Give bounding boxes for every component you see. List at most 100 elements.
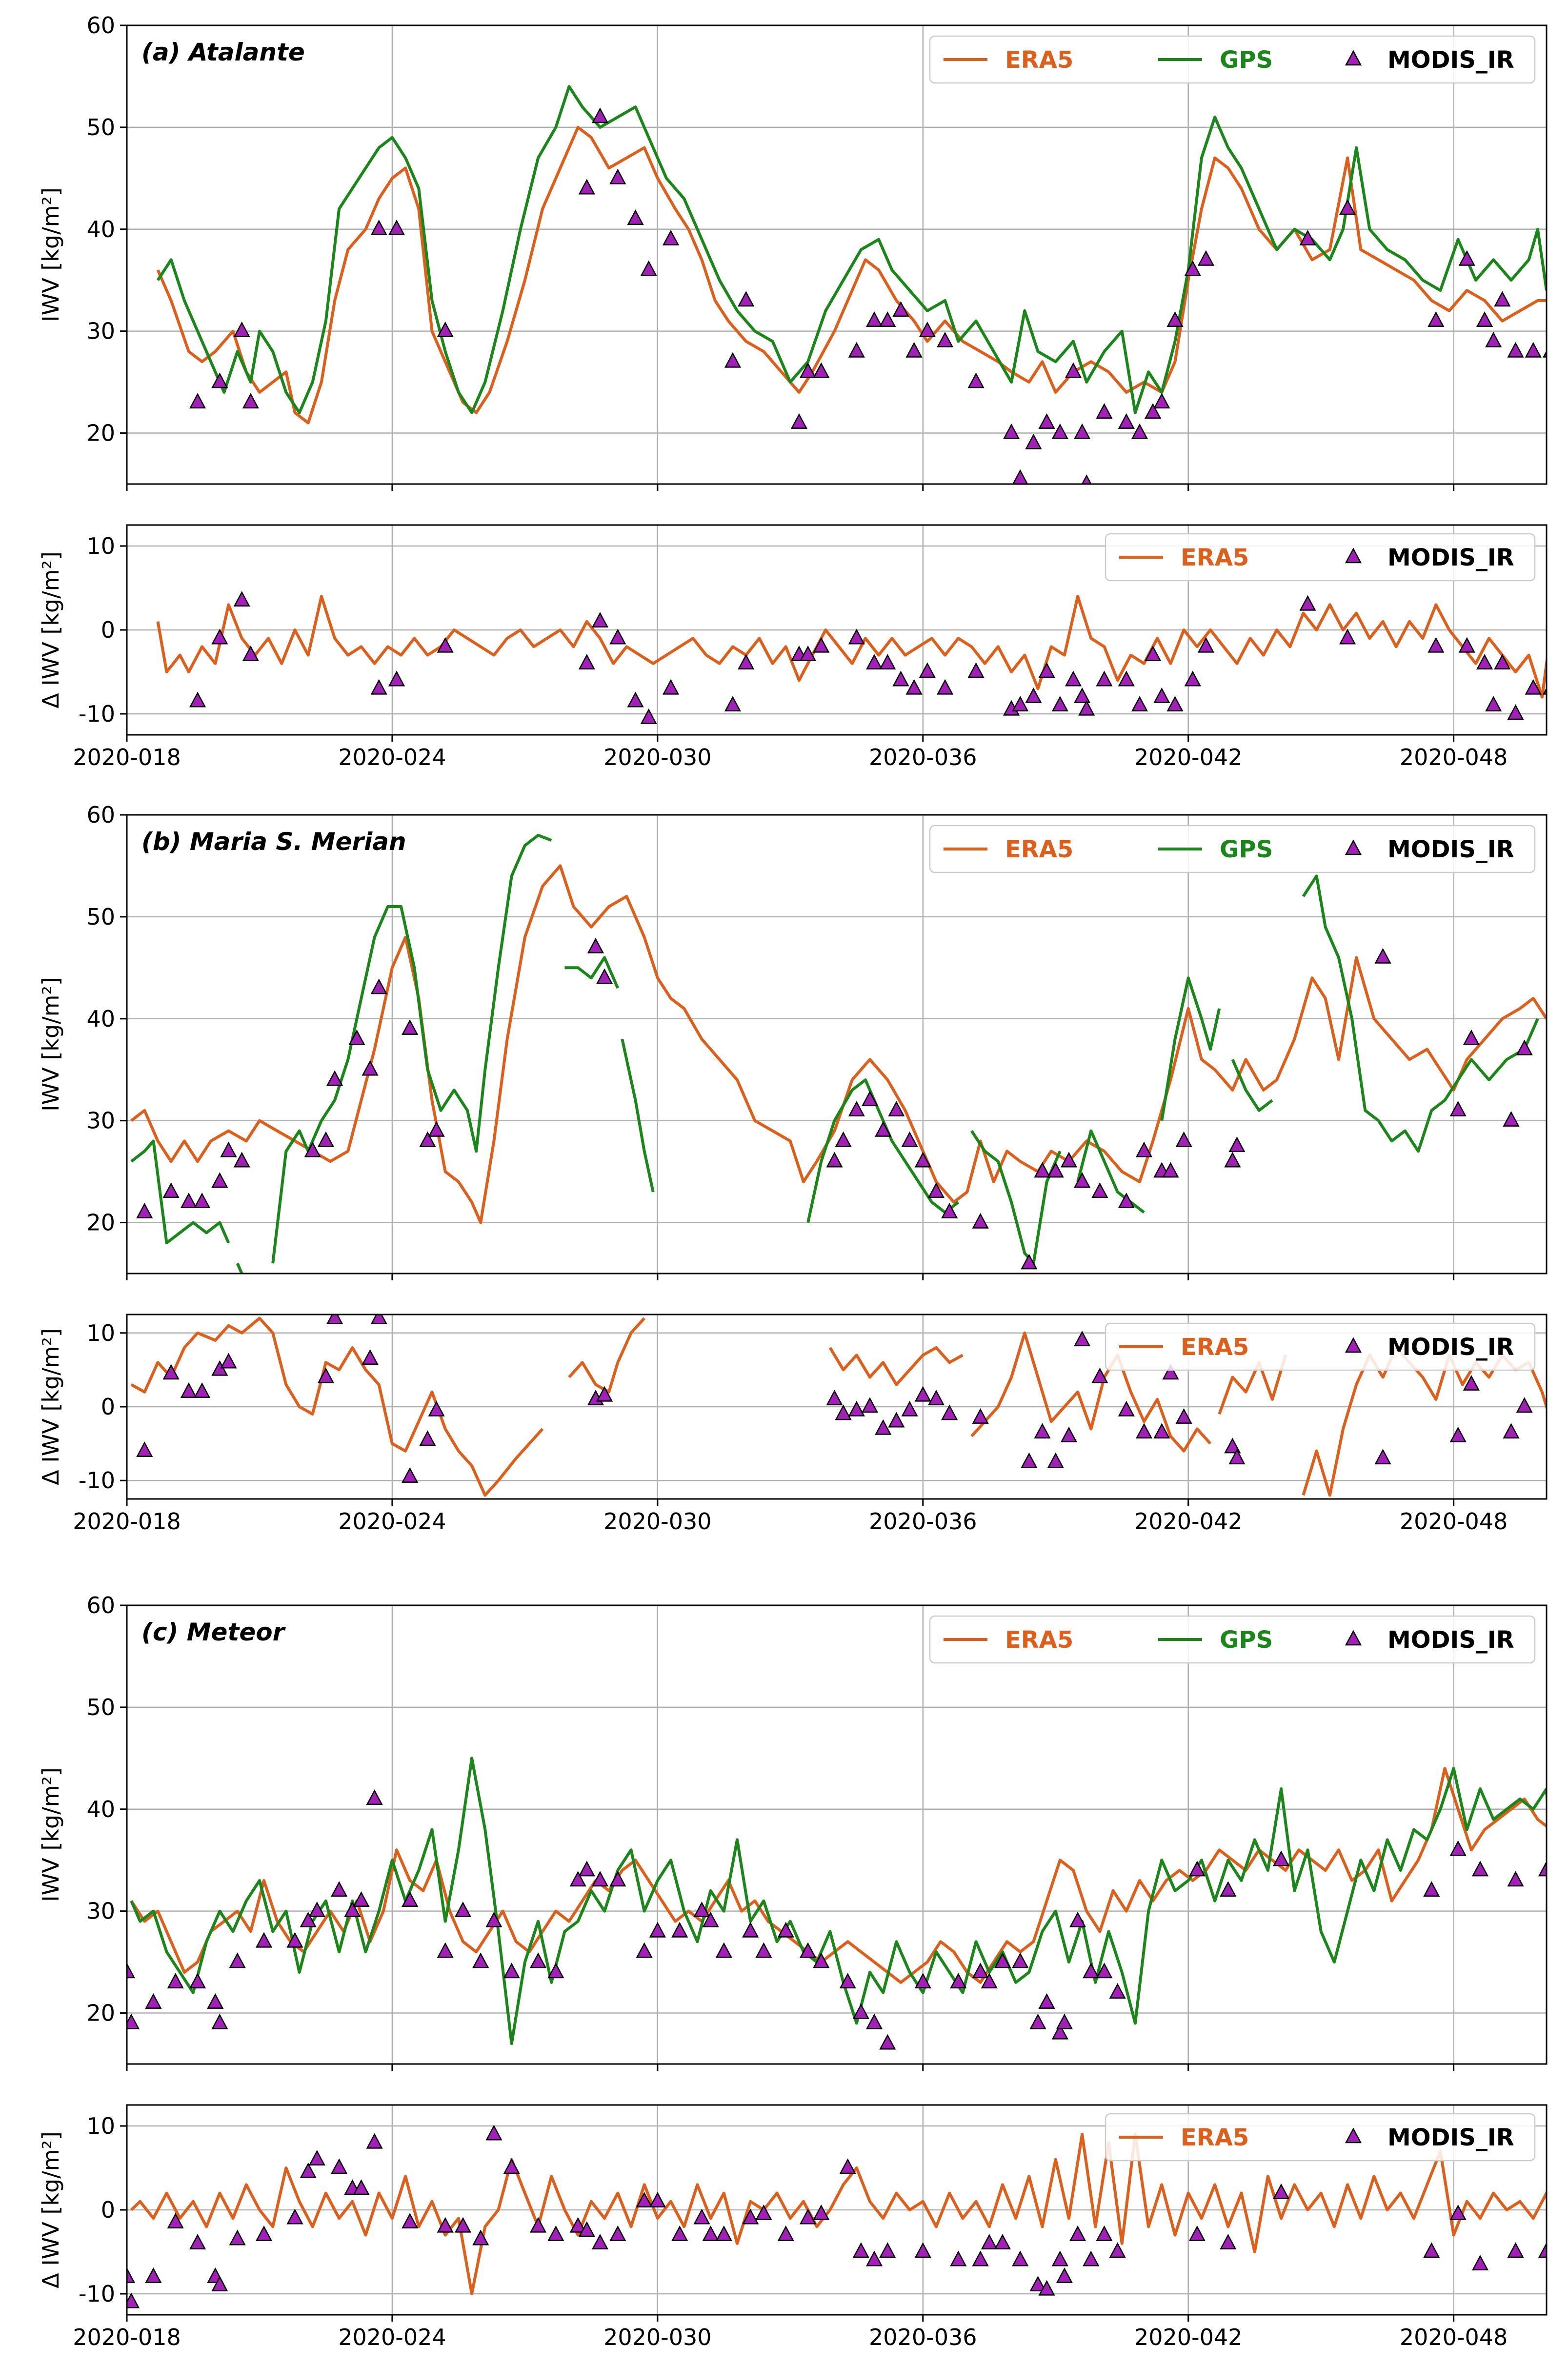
x-tick-label: 2020-030 [603,1508,711,1535]
legend-label-modis: MODIS_IR [1387,836,1514,863]
modis-point [472,1952,489,1968]
modis-point [941,1404,958,1420]
modis-point [609,628,626,645]
modis-point [189,691,206,708]
modis-point [127,2292,140,2308]
modis-point [503,2158,520,2174]
modis-point [994,1952,1011,1968]
legend-modis-icon [1345,839,1362,855]
modis-point [1096,2225,1113,2241]
modis-point [839,1973,856,1989]
modis-point [852,2003,869,2019]
modis-point [127,1962,136,1979]
modis-point [1025,433,1042,449]
modis-point [348,1029,365,1045]
modis-point [1038,662,1055,678]
modis-point [1083,1962,1100,1979]
modis-point [529,2217,547,2233]
modis-point [180,1193,198,1209]
modis-point [640,260,657,276]
era5-series-line [156,595,1547,699]
modis-point [888,1101,905,1117]
modis-point [1476,311,1493,327]
modis-point [662,679,680,695]
modis-point [755,2204,772,2220]
modis-point [914,1973,931,1989]
modis-point [1188,1861,1206,1877]
modis-point [1051,423,1068,439]
modis-point [300,2162,317,2178]
modis-point [693,1902,710,1917]
modis-point [865,311,883,327]
modis-point [233,591,250,607]
y-tick-label: 40 [86,1796,115,1822]
modis-point [1374,1449,1391,1465]
modis-point [1162,1364,1179,1380]
modis-point [1220,1881,1237,1897]
legend-modis-icon [1345,547,1362,564]
modis-point [578,2221,595,2237]
modis-point [1096,670,1113,687]
modis-point [609,2225,626,2241]
modis-point [211,2013,228,2029]
modis-point [1096,403,1113,419]
modis-point [1175,1131,1192,1147]
modis-point [1458,250,1475,266]
modis-point [888,1412,905,1428]
legend-modis-icon [1345,50,1362,66]
y-tick-label: 30 [86,1108,115,1134]
modis-point [1525,679,1542,695]
modis-point [591,1871,609,1887]
modis-point [304,1141,321,1157]
modis-point [1175,1408,1192,1424]
panel-title: (c) Meteor [141,1618,286,1646]
modis-point [1220,2234,1237,2250]
modis-point [454,1902,472,1917]
modis-point [1449,2204,1467,2220]
legend [929,35,1536,84]
modis-point [189,393,206,409]
plot-area [127,1757,1547,2050]
modis-point [1118,670,1135,687]
gps-series-line [1302,874,1539,1153]
modis-point [1078,700,1095,716]
modis-point [388,670,405,687]
legend-label-modis: MODIS_IR [1387,2124,1514,2151]
y-tick-label: 0 [101,1394,115,1420]
modis-point [715,2225,732,2241]
modis-point [233,1152,250,1168]
modis-point [1224,1437,1241,1454]
gps-series-line [970,1130,1062,1265]
modis-point [848,628,865,645]
modis-point [972,1408,989,1424]
modis-point [967,372,985,388]
legend [1105,2113,1536,2162]
modis-point [636,2192,653,2208]
modis-point [1012,696,1029,712]
panel-c: 20 30 40 50 60 IWV [kg/m²] ERA5 GPS MODIS_IR (c) … [38,1592,1548,2350]
modis-point [308,1902,325,1917]
modis-point [1074,1172,1091,1188]
modis-point [344,1902,361,1917]
modis-point [1374,948,1391,964]
era5-series-line [130,1316,544,1497]
x-tick-label: 2020-042 [1134,1508,1242,1535]
y-tick-label: 50 [86,114,115,141]
modis-point [1029,2276,1046,2292]
modis-point [1025,687,1042,703]
modis-point [1038,413,1055,429]
axes-frame [126,24,1548,485]
modis-point [1034,1162,1051,1178]
legend-label-era5: ERA5 [1181,2124,1249,2151]
modis-point [1188,2225,1206,2241]
legend-label-era5: ERA5 [1005,836,1073,863]
modis-point [388,220,405,236]
modis-point [835,1131,852,1147]
modis-point [189,2234,206,2250]
modis-point [1012,1952,1029,1968]
panel-c-diff-plot: -10 0 10 Δ IWV [kg/m²] ERA5 MODIS_IR 2020-018 2… [38,2104,1548,2350]
axes-frame [126,2104,1548,2316]
panel-b-diff-plot: -10 0 10 Δ IWV [kg/m²] ERA5 MODIS_IR 2020-018 2… [38,1314,1548,1535]
modis-point [901,1131,918,1147]
